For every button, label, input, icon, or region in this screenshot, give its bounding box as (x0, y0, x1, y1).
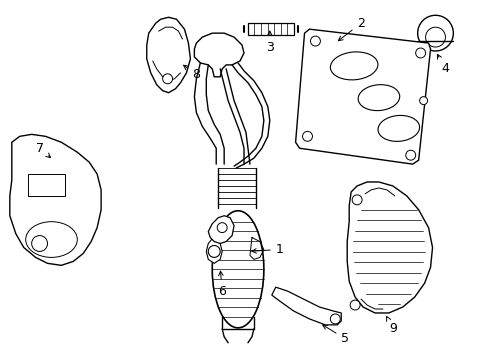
Text: 9: 9 (386, 316, 396, 336)
Text: 3: 3 (265, 31, 273, 54)
Circle shape (425, 27, 445, 47)
Circle shape (163, 74, 172, 84)
Polygon shape (206, 238, 222, 264)
Polygon shape (146, 17, 190, 93)
Polygon shape (28, 174, 65, 196)
Polygon shape (208, 216, 234, 243)
Text: 6: 6 (218, 271, 225, 298)
Polygon shape (247, 23, 293, 35)
Polygon shape (10, 134, 101, 265)
Polygon shape (346, 182, 432, 313)
Ellipse shape (330, 52, 377, 80)
Circle shape (330, 314, 340, 324)
Circle shape (405, 150, 415, 160)
Circle shape (208, 246, 220, 257)
Ellipse shape (377, 116, 419, 141)
Ellipse shape (212, 211, 264, 328)
Ellipse shape (357, 85, 399, 111)
Polygon shape (295, 29, 429, 164)
Text: 4: 4 (436, 54, 448, 75)
Polygon shape (271, 287, 341, 325)
Circle shape (217, 223, 226, 233)
Circle shape (32, 235, 47, 251)
Circle shape (415, 48, 425, 58)
Circle shape (351, 195, 361, 205)
Circle shape (419, 96, 427, 105)
Text: 2: 2 (338, 17, 364, 41)
Text: 1: 1 (251, 243, 283, 256)
Circle shape (302, 131, 312, 141)
Text: 7: 7 (36, 142, 50, 158)
Text: 8: 8 (183, 65, 200, 81)
Polygon shape (194, 33, 244, 77)
Text: 5: 5 (322, 325, 348, 345)
Circle shape (417, 15, 452, 51)
Circle shape (310, 36, 320, 46)
Ellipse shape (26, 222, 77, 257)
Circle shape (349, 300, 359, 310)
